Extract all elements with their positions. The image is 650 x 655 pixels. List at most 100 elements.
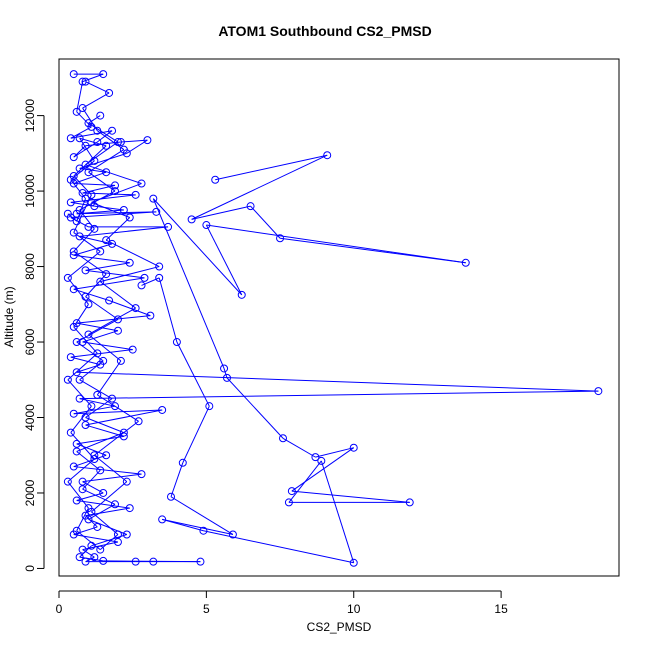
series-segment — [205, 224, 243, 296]
series-segment — [96, 360, 122, 396]
y-tick-label: 10000 — [23, 174, 37, 208]
data-point — [81, 141, 90, 150]
data-point — [81, 266, 90, 275]
y-tick-label: 0 — [23, 565, 37, 572]
data-point — [81, 421, 90, 430]
series-segment — [67, 352, 98, 381]
series-segment — [85, 424, 124, 437]
series-segment — [73, 326, 98, 354]
series-segment — [85, 296, 119, 320]
data-point — [99, 70, 108, 79]
data-point — [63, 477, 72, 486]
series-segment — [85, 556, 95, 563]
data-point — [146, 311, 155, 320]
data-point — [211, 175, 220, 184]
data-point — [140, 273, 149, 282]
series-2 — [137, 151, 470, 567]
data-point — [111, 500, 119, 509]
data-point — [81, 160, 90, 169]
data-point — [131, 190, 140, 199]
series-segment — [76, 198, 86, 222]
data-point — [90, 553, 99, 562]
series-segment — [97, 394, 139, 422]
series-segment — [82, 341, 133, 351]
series-segment — [73, 277, 145, 290]
series-segment — [76, 81, 84, 112]
data-point — [122, 530, 131, 539]
data-point — [111, 181, 119, 190]
data-point — [323, 151, 332, 160]
data-point — [87, 402, 96, 411]
series-segment — [82, 549, 95, 558]
series-segment — [94, 420, 139, 456]
data-point — [90, 451, 99, 460]
data-point — [594, 387, 603, 396]
series-segment — [88, 149, 125, 173]
series-segment — [88, 171, 116, 192]
data-point — [69, 70, 78, 79]
data-point — [69, 228, 78, 237]
series-segment — [73, 243, 113, 256]
series-segment — [94, 454, 128, 483]
data-point — [72, 217, 81, 226]
series-segment — [88, 122, 119, 143]
data-point — [287, 487, 296, 496]
series-segment — [91, 201, 130, 218]
data-point — [461, 258, 470, 267]
x-tick-label: 5 — [203, 602, 210, 616]
data-point — [72, 338, 81, 347]
series-segment — [82, 469, 101, 490]
series-segment — [99, 281, 136, 309]
series-segment — [191, 154, 328, 220]
series-segment — [108, 300, 151, 317]
data-point — [75, 232, 84, 241]
data-point — [93, 522, 102, 531]
series-segment — [73, 145, 86, 158]
series-segment — [206, 224, 466, 264]
series-segment — [73, 466, 142, 475]
series-segment — [73, 454, 107, 468]
series-segment — [182, 405, 210, 464]
series-segment — [100, 266, 160, 283]
data-point — [84, 119, 93, 128]
series-segment — [176, 341, 210, 407]
series-segment — [76, 507, 89, 531]
series-segment — [215, 154, 328, 181]
series-segment — [203, 530, 354, 564]
series-segment — [103, 560, 201, 563]
series-segment — [73, 251, 107, 275]
series-segment — [315, 447, 354, 458]
data-point — [284, 498, 293, 507]
data-point — [63, 273, 72, 282]
data-point — [96, 545, 105, 554]
series-segment — [67, 251, 101, 279]
data-point — [167, 492, 175, 501]
data-point — [105, 296, 114, 305]
data-point — [87, 507, 96, 516]
series-segment — [105, 239, 160, 268]
series-segment — [82, 330, 119, 343]
data-point — [66, 353, 75, 362]
data-point — [66, 198, 75, 207]
data-point — [205, 402, 214, 411]
data-point — [87, 198, 96, 207]
series-segment — [94, 205, 124, 211]
data-point — [99, 556, 108, 565]
series-segment — [288, 460, 322, 503]
series-segment — [79, 137, 95, 162]
data-point — [220, 364, 229, 373]
series-segment — [76, 432, 125, 452]
series-segment — [79, 390, 599, 400]
series-segment — [73, 405, 116, 415]
series-segment — [282, 437, 316, 458]
data-point — [317, 456, 326, 465]
data-point — [72, 439, 81, 448]
series-segment — [82, 473, 142, 483]
series-segment — [226, 377, 284, 439]
x-tick-label: 10 — [347, 602, 361, 616]
x-axis-label: CS2_PMSD — [307, 620, 372, 634]
data-point — [75, 553, 84, 562]
series-segment — [170, 496, 234, 535]
data-point — [223, 373, 231, 382]
